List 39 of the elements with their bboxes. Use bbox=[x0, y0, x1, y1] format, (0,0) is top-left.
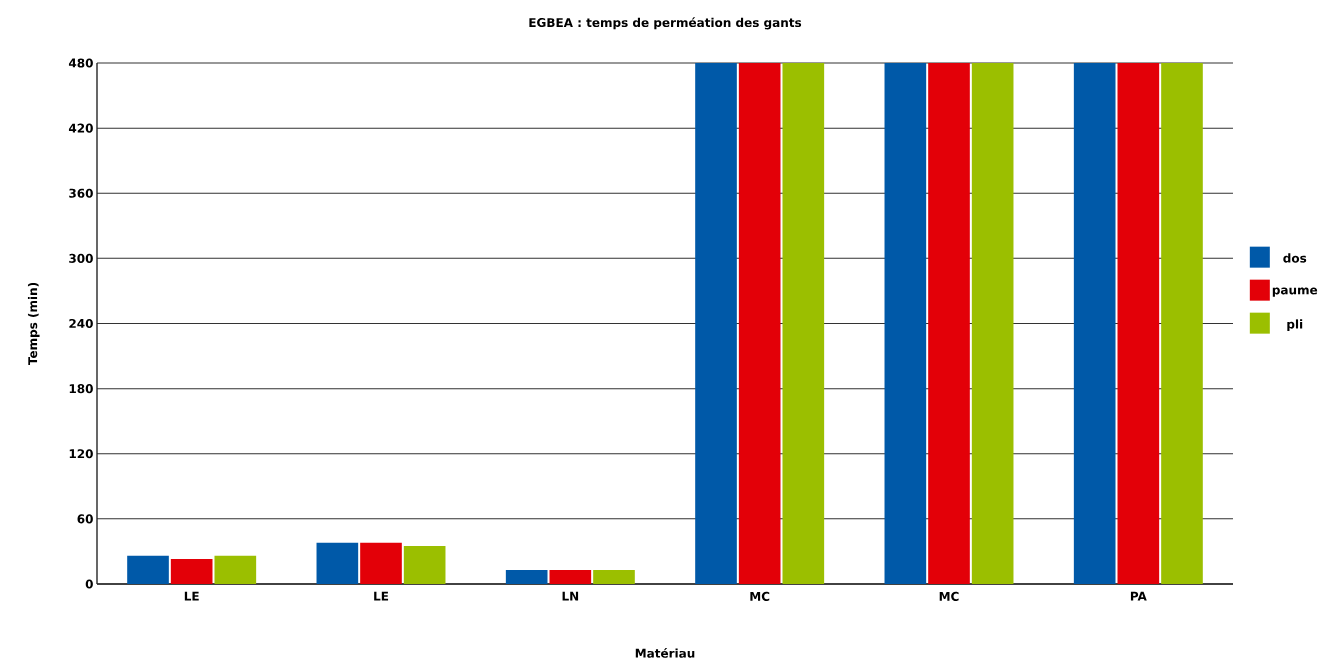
bar bbox=[1161, 63, 1203, 584]
bar bbox=[127, 555, 169, 584]
bar bbox=[170, 559, 213, 584]
bar bbox=[593, 569, 635, 584]
bar bbox=[928, 63, 970, 584]
bar bbox=[316, 542, 359, 584]
x-tick-label: MC bbox=[750, 591, 770, 601]
bar bbox=[403, 546, 446, 584]
y-tick-label: 420 bbox=[68, 123, 93, 133]
x-axis-title: Matériau bbox=[635, 648, 695, 658]
x-tick-label: LN bbox=[562, 591, 579, 601]
legend-label: dos bbox=[1283, 253, 1307, 263]
y-tick-label: 360 bbox=[69, 188, 93, 198]
legend-label: paume bbox=[1272, 287, 1318, 297]
bar bbox=[971, 63, 1014, 584]
y-tick-label: 60 bbox=[77, 514, 93, 524]
bar bbox=[695, 63, 737, 584]
x-tick-label: LE bbox=[184, 591, 199, 601]
bar bbox=[549, 569, 592, 584]
y-tick-label: 120 bbox=[69, 449, 93, 459]
y-tick-label: 180 bbox=[69, 384, 93, 394]
x-tick-label: PA bbox=[1130, 591, 1147, 601]
bar bbox=[360, 542, 402, 584]
x-tick-label: LE bbox=[374, 591, 389, 601]
bar bbox=[884, 63, 927, 584]
bar bbox=[782, 63, 825, 584]
chart-title: EGBEA : temps de perméation des gants bbox=[529, 17, 802, 30]
y-tick-label: 480 bbox=[68, 58, 93, 68]
x-tick-label: MC bbox=[939, 591, 959, 601]
bar bbox=[1073, 63, 1116, 584]
y-tick-label: 300 bbox=[69, 253, 93, 263]
y-tick-label: 0 bbox=[85, 579, 93, 589]
legend-label: pli bbox=[1287, 319, 1303, 331]
bar bbox=[738, 63, 781, 584]
bar bbox=[505, 569, 548, 584]
y-tick-label: 240 bbox=[69, 318, 93, 329]
y-axis-title: Temps (min) bbox=[27, 282, 40, 366]
bar bbox=[1117, 63, 1160, 584]
bar bbox=[214, 555, 257, 584]
